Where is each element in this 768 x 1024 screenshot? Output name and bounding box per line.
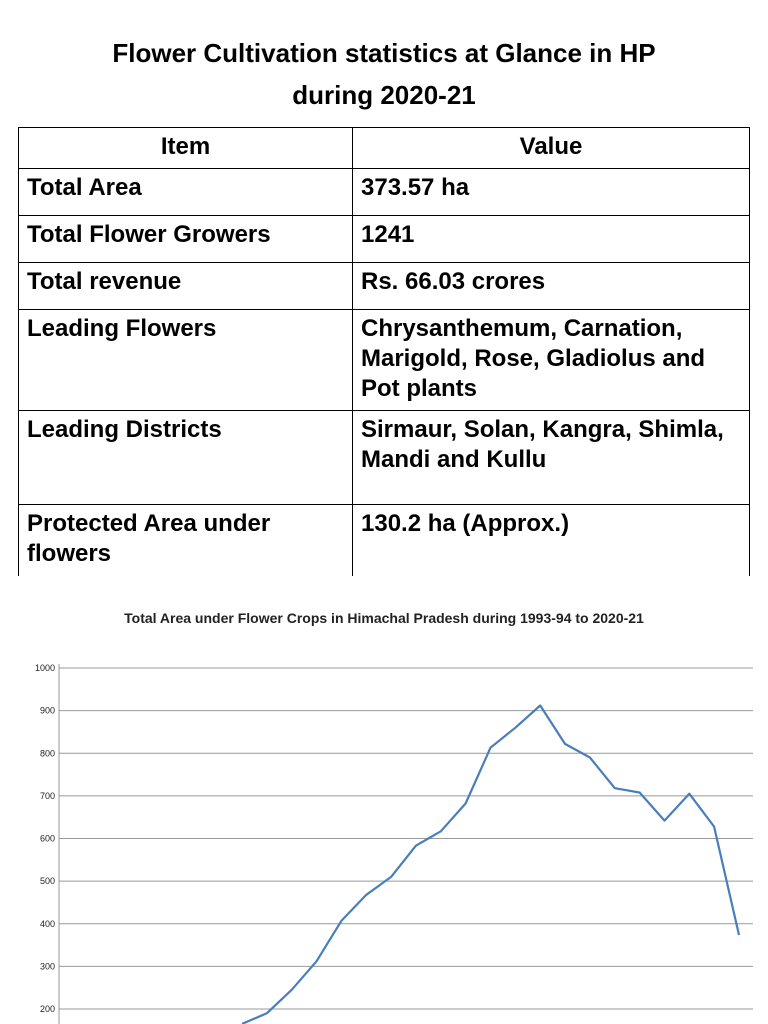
title-line-1: Flower Cultivation statistics at Glance … xyxy=(112,38,656,68)
cell-item: Leading Flowers xyxy=(18,309,353,411)
cell-item: Total Flower Growers xyxy=(18,215,353,263)
cell-value: 130.2 ha (Approx.) xyxy=(352,504,750,576)
y-tick-label: 500 xyxy=(40,876,55,886)
cell-item: Leading Districts xyxy=(18,410,353,505)
table-row: Leading Districts Sirmaur, Solan, Kangra… xyxy=(18,410,750,505)
y-tick-label: 600 xyxy=(40,834,55,844)
stats-table-wrapper: Item Value Total Area 373.57 ha Total Fl… xyxy=(18,127,750,576)
cell-item: Total revenue xyxy=(18,262,353,310)
cell-value: Sirmaur, Solan, Kangra, Shimla, Mandi an… xyxy=(352,410,750,505)
table-row: Protected Area under flowers 130.2 ha (A… xyxy=(18,504,750,576)
header-item: Item xyxy=(18,127,353,169)
cell-value: 1241 xyxy=(352,215,750,263)
table-row: Total revenue Rs. 66.03 crores xyxy=(18,262,750,310)
page-title: Flower Cultivation statistics at Glance … xyxy=(0,32,768,116)
cell-item: Protected Area under flowers xyxy=(18,504,353,576)
y-tick-label: 200 xyxy=(40,1004,55,1014)
y-tick-label: 700 xyxy=(40,791,55,801)
table-row: Leading Flowers Chrysanthemum, Carnation… xyxy=(18,309,750,411)
chart-title: Total Area under Flower Crops in Himacha… xyxy=(124,610,644,626)
title-line-2: during 2020-21 xyxy=(292,80,476,110)
cell-value: Chrysanthemum, Carnation, Marigold, Rose… xyxy=(352,309,750,411)
table-row: Total Flower Growers 1241 xyxy=(18,215,750,263)
table-header-row: Item Value xyxy=(18,127,750,169)
y-tick-label: 1000 xyxy=(35,663,55,673)
y-tick-label: 400 xyxy=(40,919,55,929)
y-tick-label: 900 xyxy=(40,706,55,716)
header-value: Value xyxy=(352,127,750,169)
stats-table: Item Value Total Area 373.57 ha Total Fl… xyxy=(18,127,750,576)
cell-value: Rs. 66.03 crores xyxy=(352,262,750,310)
y-tick-label: 800 xyxy=(40,748,55,758)
y-tick-label: 300 xyxy=(40,961,55,971)
